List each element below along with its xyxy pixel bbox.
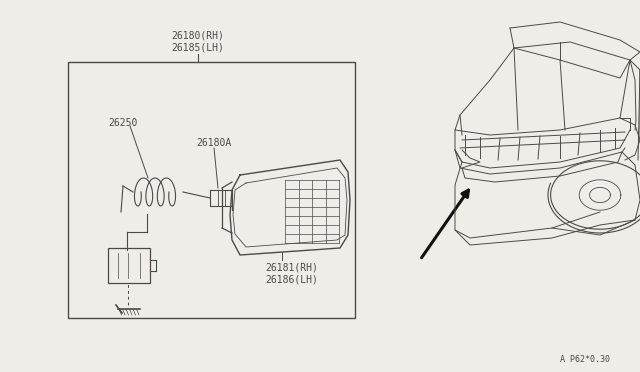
Bar — [68, 62, 355, 318]
Text: 26250: 26250 — [108, 118, 138, 128]
Text: A P62*0.30: A P62*0.30 — [560, 355, 610, 364]
Text: 26180(RH): 26180(RH) — [172, 30, 225, 40]
Text: 26180A: 26180A — [196, 138, 231, 148]
Text: 26186(LH): 26186(LH) — [265, 274, 318, 284]
Text: 26181(RH): 26181(RH) — [265, 262, 318, 272]
Bar — [108, 248, 150, 283]
Text: 26185(LH): 26185(LH) — [172, 42, 225, 52]
